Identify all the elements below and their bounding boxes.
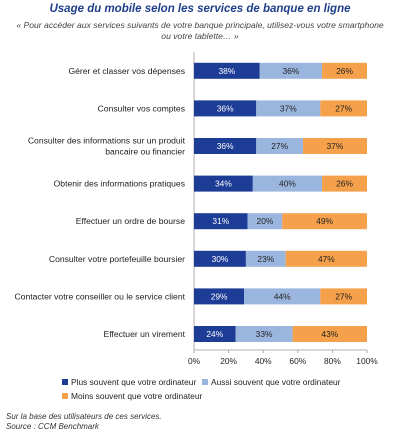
legend-item-plus-souvent: Plus souvent que votre ordinateur xyxy=(62,377,196,387)
data-label: 49% xyxy=(316,216,333,226)
legend-label: Moins souvent que votre ordinateur xyxy=(71,391,203,401)
bar-segment xyxy=(320,100,367,117)
bar-segment xyxy=(256,100,321,117)
data-label: 36% xyxy=(217,103,234,113)
data-label: 40% xyxy=(279,179,296,189)
category-label: Consulter votre portefeuille boursier xyxy=(49,254,185,264)
category-label: Gérer et classer vos dépenses xyxy=(68,66,185,76)
x-tick-label: 20% xyxy=(220,356,237,366)
category-label: Contacter votre conseiller ou le service… xyxy=(14,291,185,301)
bar-segment xyxy=(194,62,260,79)
bar-segment xyxy=(194,213,248,230)
bar-segment xyxy=(194,175,253,192)
data-label: 26% xyxy=(336,179,353,189)
data-label: 23% xyxy=(257,254,274,264)
legend-label: Plus souvent que votre ordinateur xyxy=(71,377,197,387)
bar-segment xyxy=(194,100,257,117)
legend-swatch xyxy=(62,392,68,399)
data-label: 36% xyxy=(282,66,299,76)
bar-segment xyxy=(235,326,293,342)
bar-segment xyxy=(194,288,245,305)
category-label: Obtenir des informations pratiques xyxy=(54,179,185,189)
bar-segment xyxy=(285,250,367,267)
data-label: 34% xyxy=(215,179,232,189)
category-label: Effectuer un virement xyxy=(103,329,185,339)
data-label: 24% xyxy=(206,329,223,339)
data-label: 33% xyxy=(256,329,273,339)
data-label: 29% xyxy=(211,291,228,301)
bar-segment xyxy=(256,138,303,154)
category-label: Consulter vos comptes xyxy=(98,103,185,113)
legend-swatch xyxy=(62,378,68,385)
legend-item-moins-souvent: Moins souvent que votre ordinateur xyxy=(62,391,202,401)
footnote-source: Source : CCM Benchmark xyxy=(6,422,99,431)
legend-label: Aussi souvent que votre ordinateur xyxy=(211,377,341,387)
legend-item-aussi-souvent: Aussi souvent que votre ordinateur xyxy=(202,377,340,387)
category-label: Consulter des informations sur un produi… xyxy=(28,136,186,146)
data-label: 47% xyxy=(318,254,335,264)
x-tick-label: 100% xyxy=(356,356,378,366)
bar-segment xyxy=(252,175,323,192)
data-label: 31% xyxy=(212,216,229,226)
data-label: 43% xyxy=(321,329,338,339)
chart-subtitle: « Pour accéder aux services suivants de … xyxy=(16,20,384,41)
bar-segment xyxy=(194,326,236,342)
footnote-base: Sur la base des utilisateurs de ces serv… xyxy=(6,412,162,421)
bar-segment xyxy=(194,250,246,267)
x-tick-label: 80% xyxy=(324,356,341,366)
bar-segment xyxy=(259,62,323,79)
data-label: 37% xyxy=(280,103,297,113)
data-label: 44% xyxy=(274,291,291,301)
data-label: 27% xyxy=(271,141,288,151)
legend-swatch xyxy=(202,378,208,385)
x-tick-label: 40% xyxy=(255,356,272,366)
bar-segment xyxy=(244,288,321,305)
data-label: 26% xyxy=(336,66,353,76)
data-label: 38% xyxy=(218,66,235,76)
data-label: 27% xyxy=(335,103,352,113)
footnote: Sur la base des utilisateurs de ces serv… xyxy=(6,412,162,432)
data-label: 20% xyxy=(257,216,274,226)
bar-segment xyxy=(322,175,367,192)
data-label: 36% xyxy=(217,141,234,151)
data-label: 27% xyxy=(335,291,352,301)
bar-segment xyxy=(282,213,367,230)
chart-title: Usage du mobile selon les services de ba… xyxy=(49,3,351,15)
data-label: 37% xyxy=(327,141,344,151)
bar-segment xyxy=(245,250,286,267)
bar-segment xyxy=(194,138,257,154)
category-label: bancaire ou financier xyxy=(105,147,185,157)
bar-segment xyxy=(292,326,367,342)
x-tick-label: 60% xyxy=(289,356,306,366)
data-label: 30% xyxy=(212,254,229,264)
bar-segment xyxy=(320,288,367,305)
bar-segment xyxy=(302,138,367,154)
bar-segment xyxy=(322,62,367,79)
x-tick-label: 0% xyxy=(188,356,201,366)
bar-segment xyxy=(247,213,283,230)
category-label: Effectuer un ordre de bourse xyxy=(76,216,185,226)
